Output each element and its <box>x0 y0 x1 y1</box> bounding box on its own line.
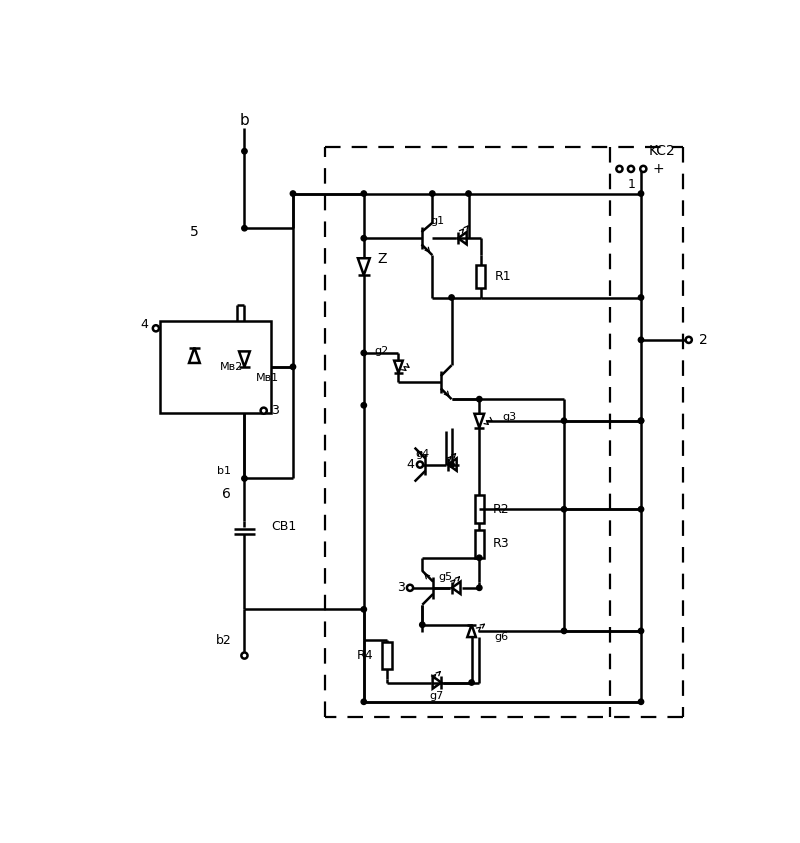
Circle shape <box>290 191 296 196</box>
Text: +: + <box>653 162 664 176</box>
Text: 5: 5 <box>190 225 198 239</box>
Circle shape <box>477 585 482 590</box>
Circle shape <box>628 166 634 172</box>
Circle shape <box>242 475 247 481</box>
Circle shape <box>562 628 566 634</box>
Circle shape <box>638 507 644 512</box>
Bar <box>474 496 484 524</box>
Text: 1: 1 <box>628 178 636 191</box>
Circle shape <box>638 628 644 634</box>
Text: 4: 4 <box>406 458 414 471</box>
Circle shape <box>562 507 566 512</box>
Text: R1: R1 <box>494 271 511 283</box>
Bar <box>476 266 486 288</box>
Text: Мв2: Мв2 <box>220 362 243 372</box>
Circle shape <box>466 191 471 196</box>
Text: KC2: KC2 <box>649 144 675 158</box>
Circle shape <box>449 295 454 300</box>
Circle shape <box>153 325 159 331</box>
Circle shape <box>420 622 425 627</box>
Circle shape <box>562 418 566 423</box>
Bar <box>382 642 391 669</box>
Text: g5: g5 <box>438 572 452 582</box>
Circle shape <box>638 699 644 705</box>
Circle shape <box>638 295 644 300</box>
Circle shape <box>477 396 482 402</box>
Circle shape <box>290 364 296 369</box>
Text: g1: g1 <box>430 216 444 226</box>
Circle shape <box>616 166 622 172</box>
Text: 2: 2 <box>698 333 707 346</box>
Text: Z: Z <box>378 252 387 266</box>
Text: 6: 6 <box>222 487 231 501</box>
Text: 4: 4 <box>140 318 148 331</box>
Circle shape <box>449 462 454 467</box>
Circle shape <box>640 166 646 172</box>
Circle shape <box>361 403 366 408</box>
Circle shape <box>261 408 266 414</box>
Circle shape <box>242 226 247 231</box>
Circle shape <box>686 337 692 343</box>
Text: R2: R2 <box>492 502 509 516</box>
Circle shape <box>638 418 644 423</box>
Text: Мв1: Мв1 <box>256 373 279 384</box>
Circle shape <box>477 555 482 561</box>
Text: g2: g2 <box>374 346 389 357</box>
Text: g4: g4 <box>415 448 430 459</box>
Circle shape <box>417 461 423 468</box>
Text: g7: g7 <box>430 691 444 701</box>
Text: 3: 3 <box>397 582 405 594</box>
Circle shape <box>407 585 413 591</box>
Circle shape <box>430 191 435 196</box>
Circle shape <box>361 350 366 356</box>
Circle shape <box>469 679 474 685</box>
Text: R4: R4 <box>357 649 373 662</box>
Circle shape <box>361 235 366 241</box>
Text: b1: b1 <box>218 466 231 475</box>
Circle shape <box>361 607 366 612</box>
Circle shape <box>361 191 366 196</box>
Text: g6: g6 <box>494 632 509 642</box>
Circle shape <box>638 191 644 196</box>
Text: 3: 3 <box>271 404 279 417</box>
Circle shape <box>638 418 644 423</box>
Bar <box>474 530 484 558</box>
Text: b2: b2 <box>216 634 231 647</box>
Text: R3: R3 <box>492 537 509 550</box>
Text: b: b <box>239 113 250 128</box>
Text: CB1: CB1 <box>271 520 297 534</box>
Circle shape <box>638 337 644 342</box>
Text: g3: g3 <box>502 412 517 422</box>
Circle shape <box>242 148 247 154</box>
Circle shape <box>242 652 247 658</box>
Bar <box>160 320 271 413</box>
Circle shape <box>361 699 366 705</box>
